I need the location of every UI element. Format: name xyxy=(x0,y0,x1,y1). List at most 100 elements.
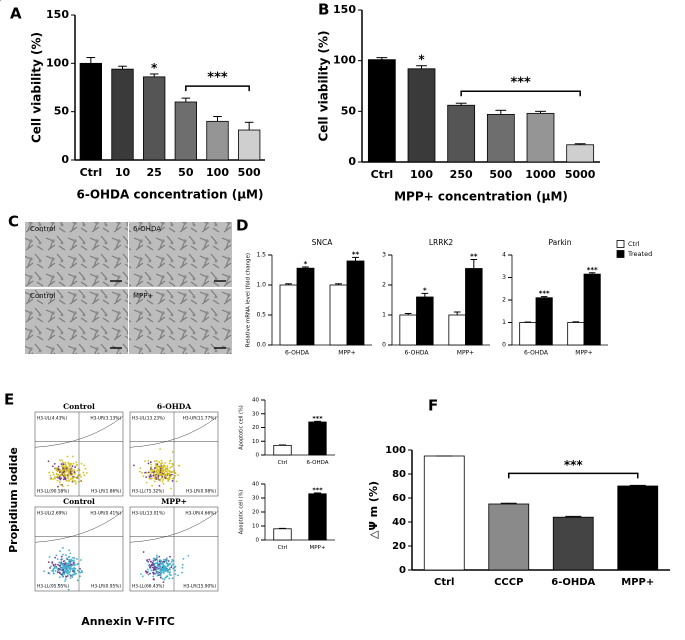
bar xyxy=(308,493,327,541)
flow-dot xyxy=(177,574,179,577)
x-tick-label: 6-OHDA xyxy=(285,350,310,357)
flow-dot xyxy=(57,468,60,471)
flow-dot xyxy=(53,572,55,575)
flow-dot xyxy=(72,475,75,478)
flow-dot xyxy=(164,467,167,470)
flow-dot xyxy=(168,567,171,570)
flow-dot xyxy=(62,461,64,464)
bar xyxy=(486,113,515,163)
flow-dot xyxy=(144,460,146,463)
flow-dot xyxy=(157,465,159,467)
quadrant-label: H3-UL(4.43%) xyxy=(37,416,67,422)
quadrant-label: H3-LR(1.86%) xyxy=(91,489,121,495)
flow-dot xyxy=(69,552,72,555)
bar xyxy=(526,112,555,163)
y-tick-label: 20 xyxy=(252,425,259,431)
flow-dot xyxy=(149,572,151,575)
flow-dot xyxy=(153,480,156,483)
flow-dot xyxy=(76,579,79,582)
micrographs: Control 6-OHDA Control MPP+ xyxy=(25,222,232,354)
flow-dot xyxy=(57,473,60,476)
flow-dot xyxy=(67,569,70,572)
significance: ** xyxy=(352,250,360,258)
flow-dot xyxy=(64,463,67,466)
flow-dot xyxy=(172,567,175,570)
y-axis-label: Apoptotic cell (%) xyxy=(239,405,245,449)
y-tick-label: 40 xyxy=(252,398,259,404)
flow-dot xyxy=(79,567,81,570)
flow-dot xyxy=(72,479,74,482)
y-axis-label: △Ψ m (%) xyxy=(367,481,380,539)
flow-dot xyxy=(49,477,52,480)
flow-dot xyxy=(83,474,86,477)
flow-title: 6-OHDA xyxy=(157,402,191,411)
flow-dot xyxy=(54,565,56,568)
flow-dot xyxy=(72,477,74,480)
y-tick-label: 150 xyxy=(46,8,69,21)
flow-dot xyxy=(65,554,67,556)
flow-dot xyxy=(64,565,66,567)
panel-label: D xyxy=(236,217,248,235)
y-tick-label: 4 xyxy=(502,252,506,259)
flow-dot xyxy=(63,573,65,576)
flow-dot xyxy=(163,578,166,581)
y-axis-label: Cell viability (%) xyxy=(317,30,331,141)
gate-curve xyxy=(129,511,219,543)
y-tick-label: 0.5 xyxy=(256,312,266,319)
flow-dot xyxy=(166,468,169,471)
flow-dot xyxy=(64,580,66,582)
flow-dot xyxy=(61,485,64,488)
flow-dot xyxy=(170,487,172,490)
flow-dot xyxy=(181,563,184,566)
flow-dot xyxy=(152,474,155,477)
quadrant-label: H3-UR(3.13%) xyxy=(90,416,121,422)
flow-dot xyxy=(62,467,65,470)
flow-dot xyxy=(59,483,62,486)
flow-dot xyxy=(48,555,51,558)
y-tick-label: 0 xyxy=(61,153,69,166)
x-tick-label: 6-OHDA xyxy=(524,350,549,357)
flow-dot xyxy=(76,477,79,480)
flow-dot xyxy=(154,471,157,473)
flow-dot xyxy=(56,469,58,472)
micrograph-label: 6-OHDA xyxy=(133,225,161,233)
y-tick-label: 30 xyxy=(252,496,259,502)
flow-dot xyxy=(187,554,190,557)
flow-dot xyxy=(68,463,70,465)
flow-dot xyxy=(67,572,70,575)
flow-dot xyxy=(170,564,173,567)
x-tick-label: 500 xyxy=(489,168,512,181)
bar xyxy=(447,104,476,163)
bar xyxy=(273,444,292,456)
flow-dot xyxy=(50,565,52,568)
flow-dot xyxy=(170,566,173,569)
flow-dot xyxy=(59,550,61,553)
panel-label: E xyxy=(4,391,14,409)
bar xyxy=(296,267,315,346)
flow-dot xyxy=(61,558,64,560)
flow-dot xyxy=(76,469,79,472)
flow-dot xyxy=(159,559,162,562)
x-tick-label: MPP+ xyxy=(457,350,474,357)
flow-dot xyxy=(171,471,174,473)
quadrant-label: H3-UR(4.66%) xyxy=(185,511,216,517)
flow-dot xyxy=(148,477,151,480)
flow-dot xyxy=(81,571,84,573)
flow-dot xyxy=(146,559,149,561)
flow-dot xyxy=(165,576,168,578)
significance: *** xyxy=(312,486,323,494)
flow-dot xyxy=(152,557,155,560)
flow-dot xyxy=(156,478,159,480)
bar xyxy=(567,322,585,346)
x-tick-label: MPP+ xyxy=(621,577,654,588)
flow-dot xyxy=(62,560,65,563)
flow-dot xyxy=(58,564,61,567)
flow-dot xyxy=(61,465,64,468)
y-tick-label: 40 xyxy=(392,517,406,528)
flow-dot xyxy=(52,473,55,476)
flow-dot xyxy=(77,474,79,477)
flow-dot xyxy=(174,569,177,572)
flow-dot xyxy=(62,463,65,466)
flow-dot xyxy=(58,481,61,483)
quadrant-label: H3-UL(13.23%) xyxy=(132,416,165,422)
